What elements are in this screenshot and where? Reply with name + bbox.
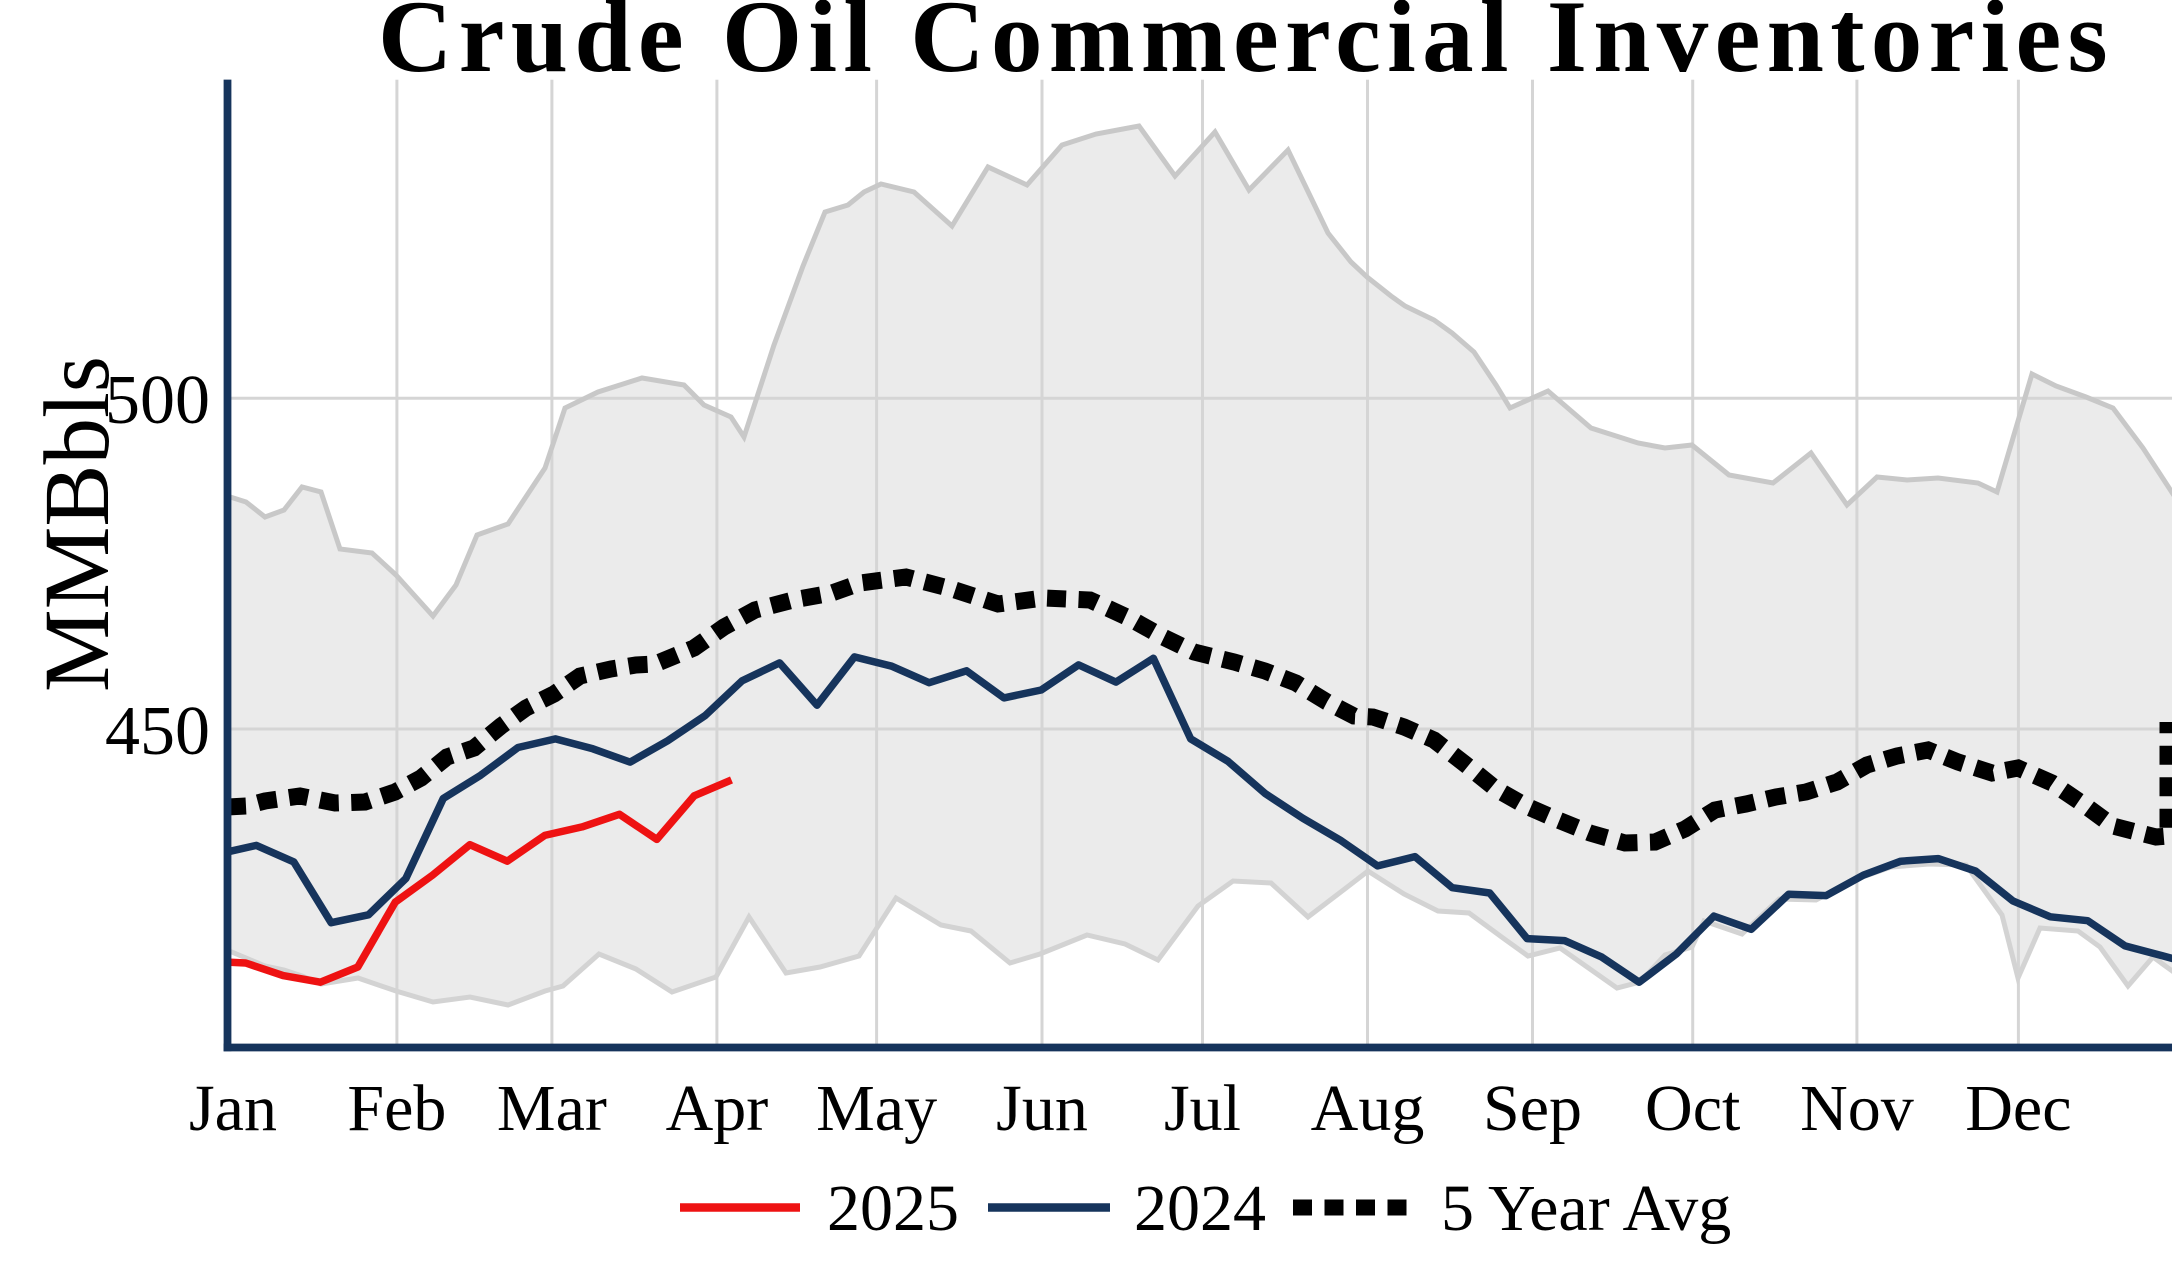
svg-text:Jan: Jan [189, 1072, 277, 1145]
svg-text:2025: 2025 [827, 1172, 959, 1245]
svg-text:Feb: Feb [347, 1072, 446, 1145]
svg-text:5 Year Avg: 5 Year Avg [1441, 1172, 1731, 1245]
svg-text:MMBbls: MMBbls [26, 356, 129, 692]
svg-text:500: 500 [105, 362, 210, 439]
svg-text:Oct: Oct [1645, 1072, 1740, 1145]
svg-text:Nov: Nov [1800, 1072, 1914, 1145]
svg-text:Mar: Mar [497, 1072, 607, 1145]
svg-text:Aug: Aug [1311, 1072, 1425, 1145]
svg-text:Jul: Jul [1164, 1072, 1241, 1145]
svg-text:Apr: Apr [666, 1072, 769, 1145]
svg-text:Jun: Jun [996, 1072, 1088, 1145]
svg-text:Sep: Sep [1483, 1072, 1582, 1145]
svg-text:Crude Oil Commercial Inventori: Crude Oil Commercial Inventories [378, 0, 2114, 94]
svg-text:May: May [816, 1072, 937, 1145]
svg-text:Dec: Dec [1965, 1072, 2071, 1145]
svg-text:450: 450 [105, 693, 210, 770]
svg-text:2024: 2024 [1134, 1172, 1266, 1245]
